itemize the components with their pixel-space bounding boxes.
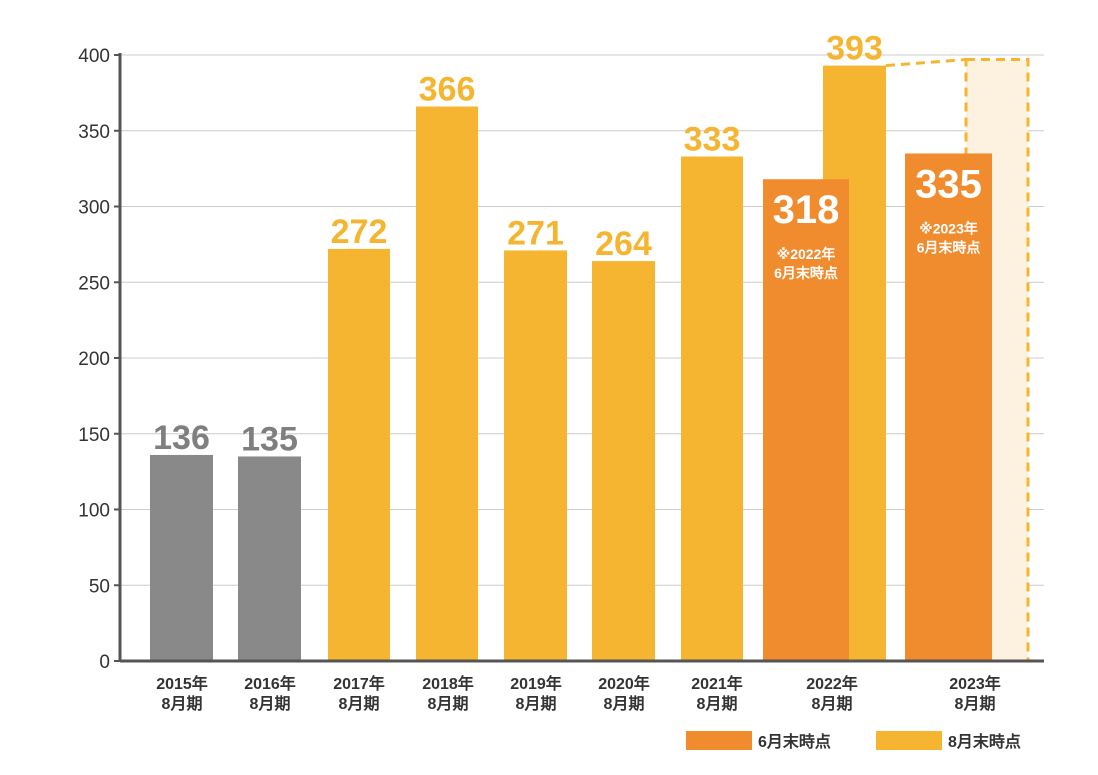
value-label-jun-8: 335 (915, 162, 982, 206)
note-line1-jun-8: ※2023年 (919, 220, 978, 236)
category-label-year: 2022年 (806, 674, 858, 693)
category-label-year: 2023年 (949, 674, 1001, 693)
category-label-period: 8月期 (428, 694, 469, 713)
category-label-year: 2020年 (598, 674, 650, 693)
y-tick-label: 100 (78, 501, 110, 522)
bar-aug-2 (328, 248, 390, 662)
y-tick-label: 50 (89, 576, 110, 597)
category-label-period: 8月期 (516, 694, 557, 713)
value-label-aug-3: 366 (419, 71, 476, 109)
bars (150, 58, 1030, 663)
category-label-period: 8月期 (339, 694, 380, 713)
note-line2-jun-7: 6月末時点 (774, 265, 838, 281)
note-line1-jun-7: ※2022年 (777, 246, 836, 262)
bar-aug-3 (416, 106, 478, 661)
value-label-aug-6: 333 (684, 121, 741, 159)
value-label-aug-5: 264 (595, 225, 652, 263)
bar-aug-6 (681, 156, 743, 661)
y-tick-label: 200 (78, 349, 110, 370)
note-line2-jun-8: 6月末時点 (917, 239, 981, 255)
x-axis: 2015年8月期2016年8月期2017年8月期2018年8月期2019年8月期… (120, 659, 1044, 713)
y-tick-label: 250 (78, 273, 110, 294)
bar-aug-5 (592, 261, 655, 661)
bar-aug-0 (150, 454, 213, 661)
legend-label: 6月末時点 (758, 732, 831, 751)
y-tick-label: 150 (78, 425, 110, 446)
category-label-period: 8月期 (162, 694, 203, 713)
bar-jun-8 (905, 153, 992, 661)
legend-label: 8月末時点 (948, 732, 1021, 751)
projection-connector (885, 58, 967, 68)
category-label-period: 8月期 (604, 694, 645, 713)
bar-aug-4 (504, 250, 567, 661)
value-label-aug-7: 393 (826, 30, 883, 68)
category-label-year: 2018年 (422, 674, 474, 693)
category-label-year: 2019年 (510, 674, 562, 693)
category-label-period: 8月期 (812, 694, 853, 713)
y-tick-label: 300 (78, 198, 110, 219)
y-tick-label: 400 (78, 46, 110, 67)
category-label-year: 2015年 (156, 674, 208, 693)
value-label-aug-1: 135 (241, 420, 298, 458)
y-tick-label: 350 (78, 122, 110, 143)
category-label-period: 8月期 (250, 694, 291, 713)
category-label-year: 2017年 (333, 674, 385, 693)
bar-jun-7 (763, 179, 849, 662)
legend-swatch (876, 731, 942, 750)
category-label-period: 8月期 (955, 694, 996, 713)
data-labels: 136 135 272 366 271 264 333 393 318 ※2022年 6月末時点 33… (153, 30, 982, 459)
bar-aug-1 (238, 456, 301, 661)
category-label-year: 2021年 (691, 674, 743, 693)
legend: 6月末時点 8月末時点 (686, 731, 1021, 751)
value-label-aug-0: 136 (153, 419, 210, 457)
category-label-year: 2016年 (244, 674, 296, 693)
legend-swatch (686, 731, 752, 750)
category-label-period: 8月期 (697, 694, 738, 713)
y-axis: 0 50 100 150 200 250 300 350 400 (78, 46, 122, 673)
value-label-aug-4: 271 (507, 214, 564, 252)
value-label-aug-2: 272 (331, 213, 388, 251)
y-tick-label: 0 (99, 652, 110, 673)
value-label-jun-7: 318 (773, 188, 840, 232)
